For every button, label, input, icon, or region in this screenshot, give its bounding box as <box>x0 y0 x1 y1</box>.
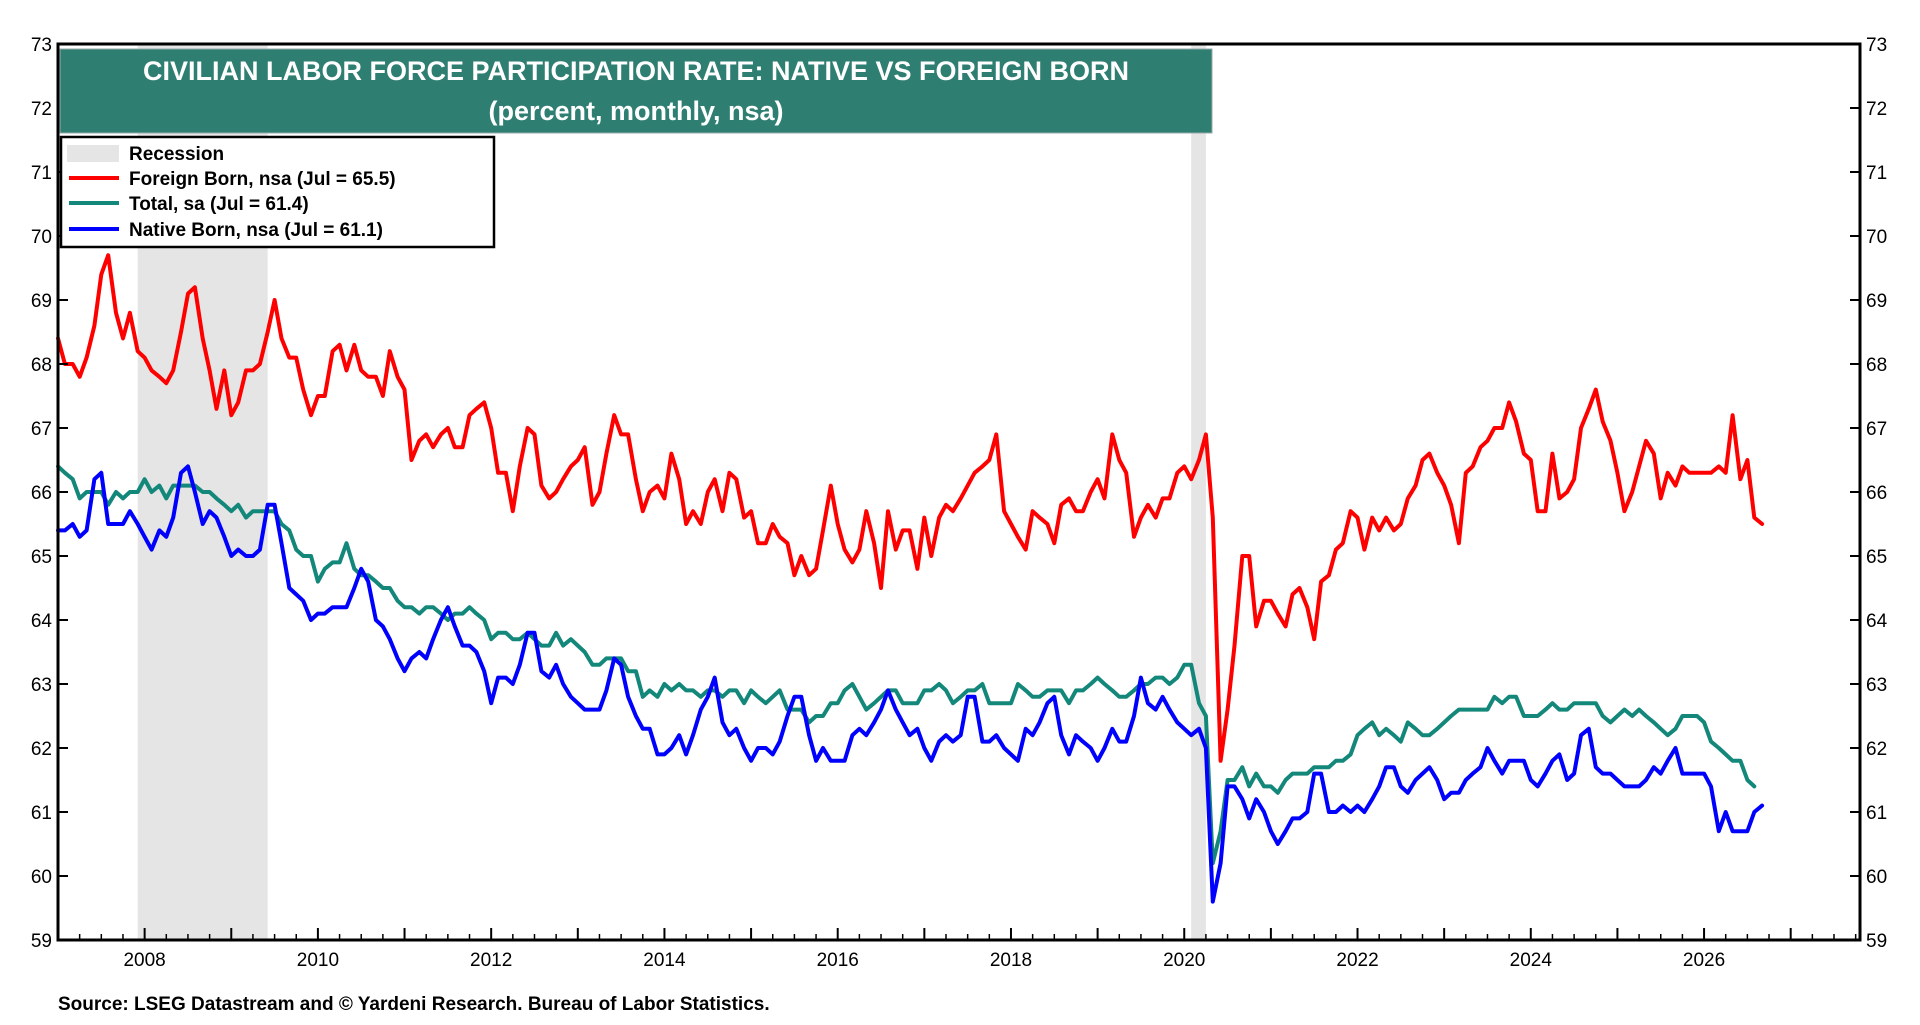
series-lines <box>56 253 1765 904</box>
series-line-total <box>56 464 1757 866</box>
y-tick-label-right-67: 67 <box>1866 419 1887 440</box>
x-tick-label-2022: 2022 <box>1336 950 1378 971</box>
y-tick-label-right-60: 60 <box>1866 867 1887 888</box>
y-tick-label-left-63: 63 <box>31 675 52 696</box>
x-tick-label-2008: 2008 <box>123 950 165 971</box>
legend-frame <box>59 135 496 249</box>
y-tick-label-right-59: 59 <box>1866 931 1887 952</box>
y-tick-label-left-64: 64 <box>31 611 53 632</box>
legend-label-foreign-born: Foreign Born, nsa (Jul = 65.5) <box>129 169 396 190</box>
y-tick-label-left-66: 66 <box>31 483 52 504</box>
series-line-native-born <box>56 464 1765 904</box>
legend-label-recession: Recession <box>129 144 224 165</box>
x-tick-label-2016: 2016 <box>817 950 859 971</box>
y-tick-label-right-65: 65 <box>1866 547 1887 568</box>
x-tick-label-2010: 2010 <box>297 950 339 971</box>
y-tick-label-left-70: 70 <box>31 227 52 248</box>
y-tick-label-right-63: 63 <box>1866 675 1887 696</box>
y-tick-label-left-73: 73 <box>31 35 52 56</box>
y-tick-label-left-65: 65 <box>31 547 52 568</box>
y-tick-label-right-72: 72 <box>1866 99 1887 120</box>
y-tick-label-right-69: 69 <box>1866 291 1887 312</box>
x-tick-label-2024: 2024 <box>1510 950 1553 971</box>
y-tick-label-right-68: 68 <box>1866 355 1887 376</box>
x-tick-label-2014: 2014 <box>643 950 686 971</box>
x-axis: 2008 2010 2012 2014 2016 2018 2020 2022 2024 2026 <box>57 928 1857 971</box>
recession-band-2 <box>1191 44 1206 940</box>
series-line-foreign-born <box>56 253 1765 763</box>
y-tick-label-left-69: 69 <box>31 291 52 312</box>
y-tick-label-right-70: 70 <box>1866 227 1887 248</box>
y-tick-label-left-72: 72 <box>31 99 52 120</box>
chart-title: CIVILIAN LABOR FORCE PARTICIPATION RATE:… <box>143 56 1129 86</box>
legend-label-total: Total, sa (Jul = 61.4) <box>129 194 309 215</box>
y-tick-label-right-64: 64 <box>1866 611 1888 632</box>
y-tick-label-right-66: 66 <box>1866 483 1887 504</box>
y-axis-right: 59 60 61 62 63 64 65 66 67 68 69 70 71 72 73 <box>1850 35 1888 952</box>
x-tick-label-2012: 2012 <box>470 950 512 971</box>
y-tick-label-left-68: 68 <box>31 355 52 376</box>
y-tick-label-right-73: 73 <box>1866 35 1887 56</box>
y-axis-left: 59 60 61 62 63 64 65 66 67 68 69 70 71 72 73 <box>31 35 68 952</box>
legend-swatch-recession <box>67 145 119 162</box>
x-tick-label-2026: 2026 <box>1683 950 1725 971</box>
y-tick-label-left-62: 62 <box>31 739 52 760</box>
chart-subtitle: (percent, monthly, nsa) <box>488 96 783 126</box>
legend: Recession Foreign Born, nsa (Jul = 65.5)… <box>59 135 496 249</box>
x-tick-label-2018: 2018 <box>990 950 1032 971</box>
y-tick-label-right-61: 61 <box>1866 803 1887 824</box>
y-tick-label-left-71: 71 <box>31 163 52 184</box>
y-tick-label-right-71: 71 <box>1866 163 1887 184</box>
y-tick-label-left-67: 67 <box>31 419 52 440</box>
legend-label-native-born: Native Born, nsa (Jul = 61.1) <box>129 220 383 241</box>
y-tick-label-left-60: 60 <box>31 867 52 888</box>
y-tick-label-right-62: 62 <box>1866 739 1887 760</box>
title-box: CIVILIAN LABOR FORCE PARTICIPATION RATE:… <box>59 48 1213 134</box>
y-tick-label-left-59: 59 <box>31 931 52 952</box>
y-tick-label-left-61: 61 <box>31 803 52 824</box>
x-tick-label-2020: 2020 <box>1163 950 1205 971</box>
source-note: Source: LSEG Datastream and © Yardeni Re… <box>58 994 770 1015</box>
